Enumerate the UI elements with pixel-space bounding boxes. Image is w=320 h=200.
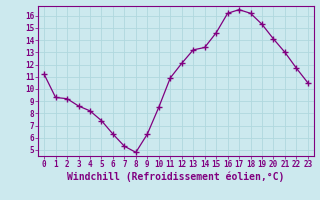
X-axis label: Windchill (Refroidissement éolien,°C): Windchill (Refroidissement éolien,°C) xyxy=(67,172,285,182)
